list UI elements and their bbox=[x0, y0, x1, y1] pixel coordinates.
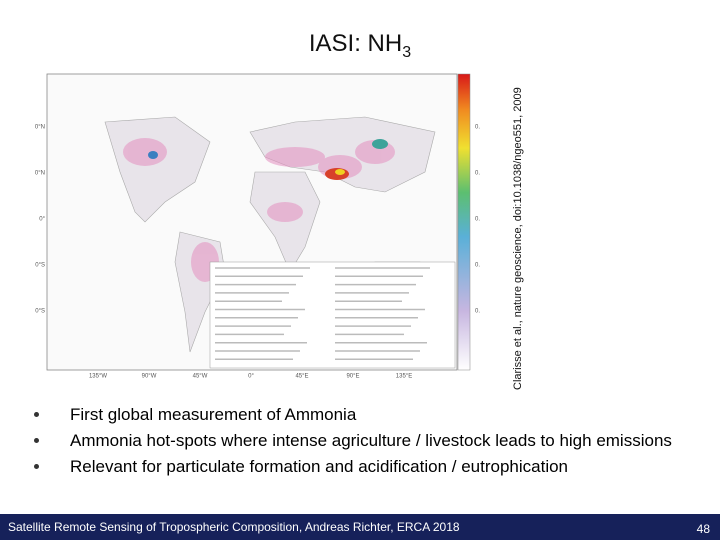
colorbar bbox=[457, 73, 471, 371]
legend-box bbox=[209, 261, 456, 369]
bullet-text: Relevant for particulate formation and a… bbox=[70, 457, 569, 476]
colorbar-label: 0.17 bbox=[475, 309, 480, 315]
colorbar-label: 0.50 bbox=[475, 217, 480, 223]
title-subscript: 3 bbox=[402, 43, 412, 61]
longitude-label: 45°W bbox=[193, 374, 208, 380]
latitude-label: 30°N bbox=[35, 171, 45, 177]
bullet-list: First global measurement of Ammonia Ammo… bbox=[28, 402, 678, 480]
legend-entries bbox=[215, 267, 430, 361]
latitude-label: 0° bbox=[39, 217, 45, 223]
latitude-label: 30°S bbox=[35, 263, 45, 269]
bullet-text: Ammonia hot-spots where intense agricult… bbox=[70, 431, 672, 450]
bullet-text: First global measurement of Ammonia bbox=[70, 405, 357, 424]
longitude-label: 135°W bbox=[89, 374, 107, 380]
citation: Clarisse et al., nature geoscience, doi:… bbox=[512, 87, 524, 390]
colorbar-label: 0.33 bbox=[475, 263, 480, 269]
colorbar-label: 0.67 bbox=[475, 171, 480, 177]
longitude-label: 135°E bbox=[396, 374, 412, 380]
footer-text: Satellite Remote Sensing of Tropospheric… bbox=[8, 520, 460, 534]
latitude-label: 60°N bbox=[35, 125, 45, 131]
longitude-label: 45°E bbox=[295, 374, 308, 380]
ammonia-hotspots bbox=[123, 138, 395, 282]
footer: Satellite Remote Sensing of Tropospheric… bbox=[0, 514, 720, 540]
title-text: IASI: NH bbox=[308, 30, 403, 57]
bullet-item: First global measurement of Ammonia bbox=[28, 402, 678, 428]
colorbar-label: 0.83 bbox=[475, 125, 480, 131]
hotspot-peaks bbox=[148, 139, 388, 180]
longitude-label: 90°E bbox=[346, 374, 359, 380]
page-number: 48 bbox=[696, 522, 710, 536]
longitude-label: 0° bbox=[248, 374, 254, 380]
bullet-item: Relevant for particulate formation and a… bbox=[28, 454, 678, 480]
slide-title: IASI: NH3 bbox=[0, 30, 720, 62]
latitude-label: 60°S bbox=[35, 309, 45, 315]
map-figure: 0.83 0.67 0.50 0.33 0.17 60°N 30°N 0° 30°S 60°S 13… bbox=[35, 62, 480, 382]
longitude-label: 90°W bbox=[142, 374, 157, 380]
bullet-item: Ammonia hot-spots where intense agricult… bbox=[28, 428, 678, 454]
